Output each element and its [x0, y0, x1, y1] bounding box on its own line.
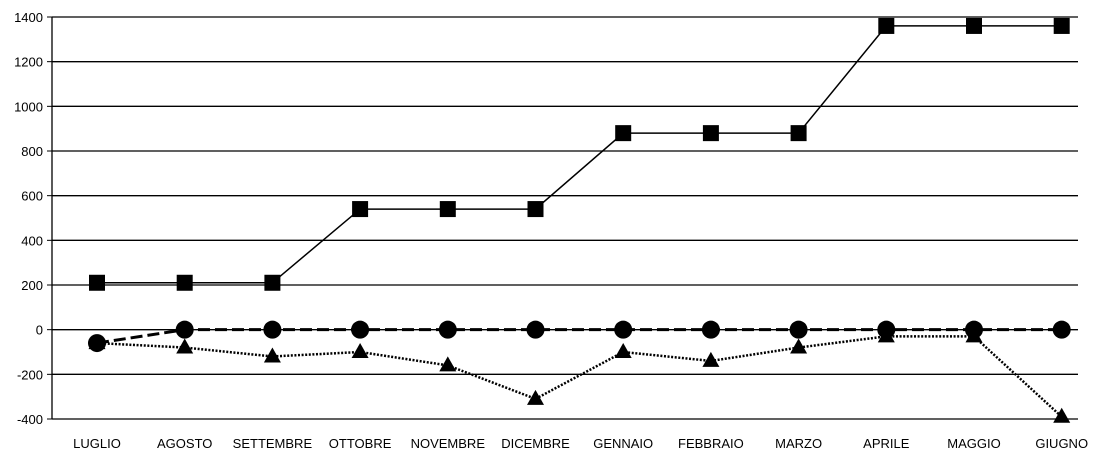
- x-tick-label: GIUGNO: [1035, 436, 1088, 451]
- circle-data-point: [789, 320, 808, 339]
- triangle-data-point: [439, 356, 457, 372]
- square-data-point: [615, 125, 632, 142]
- circle-data-point: [175, 320, 194, 339]
- circle-data-point: [351, 320, 370, 339]
- circle-data-point: [701, 320, 720, 339]
- circle-data-point: [263, 320, 282, 339]
- square-data-point: [176, 274, 193, 291]
- circle-data-point: [965, 320, 983, 339]
- circle-data-point: [88, 334, 106, 353]
- y-tick-label: -200: [17, 367, 43, 382]
- triangle-data-point: [351, 343, 369, 358]
- y-tick-label: 200: [21, 278, 43, 293]
- x-tick-label: APRILE: [863, 436, 910, 451]
- y-tick-label: 1400: [14, 10, 43, 25]
- square-data-point: [264, 274, 281, 291]
- circle-data-point: [1052, 320, 1071, 339]
- square-data-point: [702, 125, 719, 142]
- series-line: [97, 25, 1062, 284]
- y-tick-label: 400: [21, 233, 43, 248]
- series-line: [96, 335, 1063, 418]
- series-1: [89, 17, 1070, 291]
- square-data-point: [966, 17, 982, 34]
- circle-data-point: [877, 320, 896, 339]
- series-3: [88, 327, 1071, 423]
- x-axis: LUGLIO AGOSTO SETTEMBRE OTTOBRE NOVEMBRE DICE…: [73, 436, 1088, 451]
- x-tick-label: GENNAIO: [593, 436, 653, 451]
- series-line: [96, 328, 1062, 345]
- square-data-point: [790, 125, 807, 142]
- gridlines: [52, 16, 1078, 420]
- circle-data-point: [526, 320, 545, 339]
- triangle-data-point: [527, 389, 544, 405]
- triangle-data-point: [614, 343, 632, 358]
- y-tick-label: 1200: [14, 55, 43, 70]
- x-tick-label: AGOSTO: [157, 436, 212, 451]
- series-2: [88, 320, 1071, 353]
- y-axis: 1400 1200 1000 800 600 400 200 0 -200 -400: [14, 10, 53, 427]
- x-tick-label: LUGLIO: [73, 436, 121, 451]
- y-tick-label: 800: [21, 144, 43, 159]
- circle-data-point: [614, 320, 633, 339]
- y-tick-label: 600: [21, 189, 43, 204]
- triangle-data-point: [790, 338, 808, 354]
- x-tick-label: OTTOBRE: [329, 436, 392, 451]
- square-data-point: [352, 201, 369, 218]
- x-tick-label: DICEMBRE: [501, 436, 570, 451]
- triangle-data-point: [702, 351, 720, 367]
- square-data-point: [878, 17, 895, 34]
- series-group: [88, 17, 1071, 423]
- triangle-data-point: [1053, 407, 1071, 423]
- x-tick-label: SETTEMBRE: [233, 436, 313, 451]
- triangle-data-point: [176, 338, 194, 354]
- square-data-point: [439, 201, 456, 218]
- x-tick-label: MAGGIO: [947, 436, 1000, 451]
- square-data-point: [527, 201, 544, 218]
- y-tick-label: -400: [17, 412, 43, 427]
- x-tick-label: NOVEMBRE: [411, 436, 486, 451]
- square-data-point: [89, 274, 105, 291]
- x-tick-label: FEBBRAIO: [678, 436, 744, 451]
- square-data-point: [1053, 17, 1070, 34]
- x-tick-label: MARZO: [775, 436, 822, 451]
- y-tick-label: 1000: [14, 99, 43, 114]
- circle-data-point: [438, 320, 457, 339]
- triangle-data-point: [263, 347, 281, 363]
- y-tick-label: 0: [36, 323, 43, 338]
